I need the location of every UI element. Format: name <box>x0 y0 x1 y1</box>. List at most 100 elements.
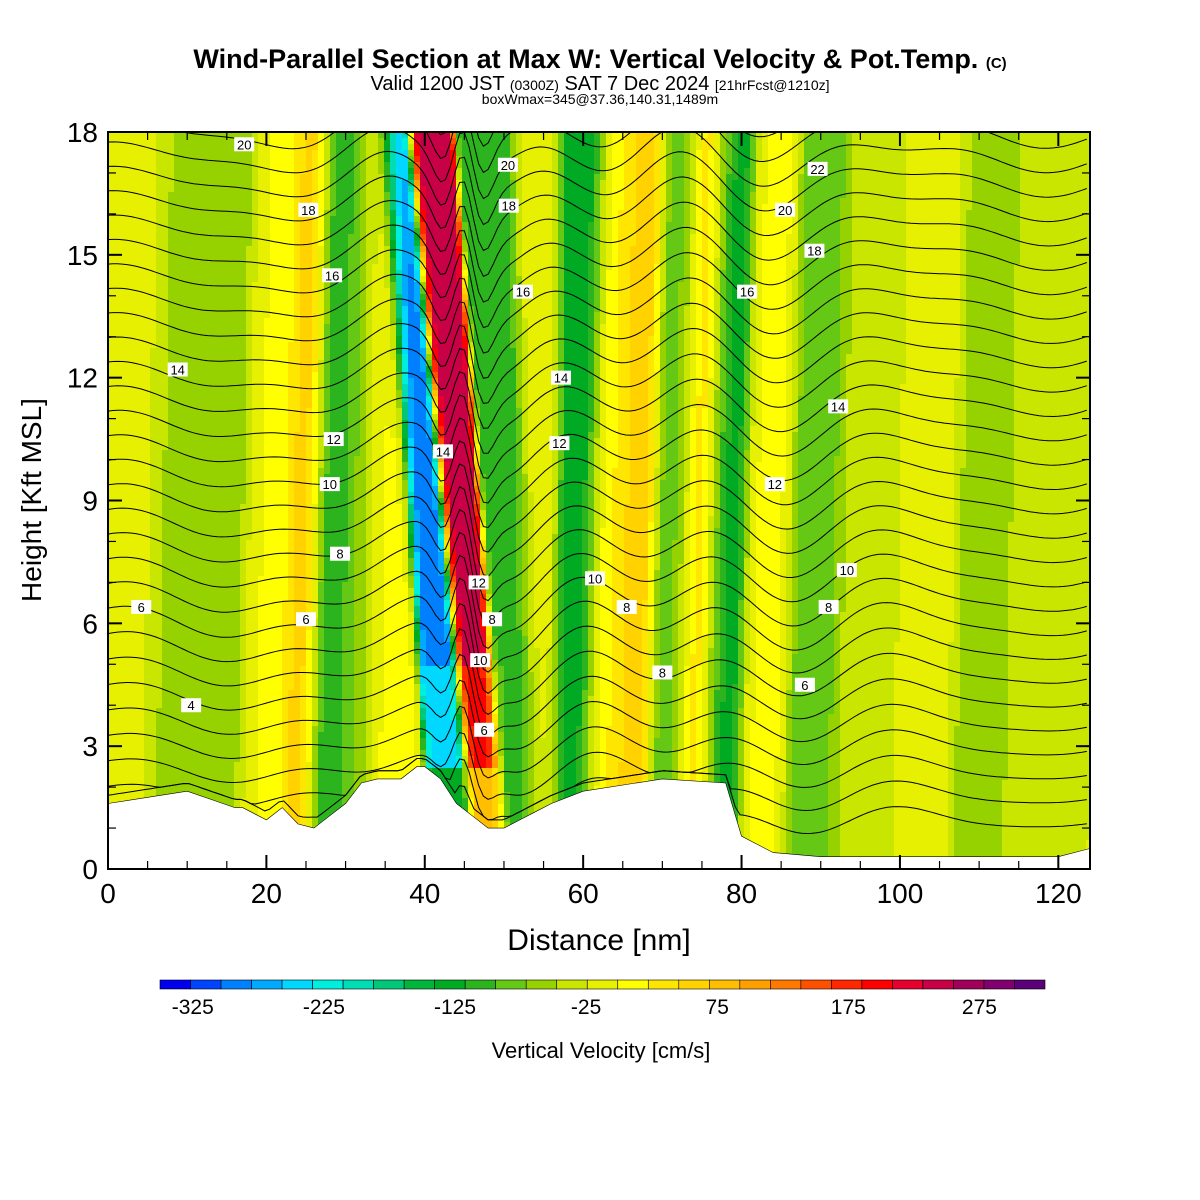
field-cell <box>552 156 559 163</box>
field-cell <box>582 156 589 163</box>
field-cell <box>156 186 163 193</box>
field-cell <box>336 156 343 163</box>
field-cell <box>228 174 235 181</box>
field-cell <box>126 192 133 199</box>
field-cell <box>378 162 385 169</box>
field-cell <box>438 144 445 151</box>
field-cell <box>300 186 307 193</box>
field-cell <box>762 144 769 151</box>
field-cell <box>456 192 463 199</box>
field-cell <box>732 138 739 145</box>
field-cell <box>930 150 937 157</box>
field-cell <box>222 174 229 181</box>
field-cell <box>540 186 547 193</box>
field-cell <box>192 192 199 199</box>
field-cell <box>864 186 871 193</box>
field-cell <box>696 168 703 175</box>
field-cell <box>1044 168 1051 175</box>
field-cell <box>684 156 691 163</box>
field-cell <box>654 180 661 187</box>
field-cell <box>690 168 697 175</box>
field-cell <box>180 186 187 193</box>
field-cell <box>456 144 463 151</box>
field-cell <box>222 144 229 151</box>
field-cell <box>318 144 325 151</box>
field-cell <box>186 198 193 205</box>
field-cell <box>564 180 571 187</box>
field-cell <box>306 150 313 157</box>
field-cell <box>948 186 955 193</box>
field-cell <box>528 156 535 163</box>
field-cell <box>606 174 613 181</box>
field-cell <box>1062 150 1069 157</box>
field-cell <box>942 174 949 181</box>
field-cell <box>186 174 193 181</box>
field-cell <box>624 198 631 205</box>
field-cell <box>858 174 865 181</box>
field-cell <box>276 180 283 187</box>
field-cell <box>288 162 295 169</box>
field-cell <box>126 156 133 163</box>
field-cell <box>192 174 199 181</box>
field-cell <box>114 192 121 199</box>
field-cell <box>1002 150 1009 157</box>
field-cell <box>120 192 127 199</box>
field-cell <box>894 198 901 205</box>
field-cell <box>114 162 121 169</box>
field-cell <box>564 138 571 145</box>
field-cell <box>576 198 583 205</box>
field-cell <box>516 192 523 199</box>
field-cell <box>942 150 949 157</box>
field-cell <box>324 192 331 199</box>
field-cell <box>618 150 625 157</box>
field-cell <box>978 156 985 163</box>
field-cell <box>984 174 991 181</box>
field-cell <box>1080 150 1087 157</box>
field-cell <box>168 192 175 199</box>
field-cell <box>894 162 901 169</box>
field-cell <box>210 150 217 157</box>
field-cell <box>948 162 955 169</box>
field-cell <box>624 144 631 151</box>
field-cell <box>660 138 667 145</box>
field-cell <box>396 180 403 187</box>
field-cell <box>1038 162 1045 169</box>
field-cell <box>234 180 241 187</box>
field-cell <box>708 150 715 157</box>
field-cell <box>402 138 409 145</box>
field-cell <box>762 174 769 181</box>
field-cell <box>720 162 727 169</box>
field-cell <box>846 156 853 163</box>
field-cell <box>330 138 337 145</box>
field-cell <box>732 180 739 187</box>
field-cell <box>486 180 493 187</box>
field-cell <box>204 174 211 181</box>
field-cell <box>804 180 811 187</box>
field-cell <box>432 156 439 163</box>
field-cell <box>1074 144 1081 151</box>
field-cell <box>138 156 145 163</box>
field-cell <box>606 168 613 175</box>
field-cell <box>1068 174 1075 181</box>
field-cell <box>1056 186 1063 193</box>
field-cell <box>150 180 157 187</box>
field-cell <box>714 174 721 181</box>
field-cell <box>1068 156 1075 163</box>
field-cell <box>378 168 385 175</box>
field-cell <box>210 192 217 199</box>
field-cell <box>768 192 775 199</box>
field-cell <box>984 168 991 175</box>
field-cell <box>798 144 805 151</box>
field-cell <box>750 168 757 175</box>
field-cell <box>192 186 199 193</box>
field-cell <box>330 168 337 175</box>
field-cell <box>1032 162 1039 169</box>
field-cell <box>384 144 391 151</box>
field-cell <box>1056 162 1063 169</box>
field-cell <box>666 144 673 151</box>
field-cell <box>612 144 619 151</box>
field-cell <box>678 168 685 175</box>
field-cell <box>600 168 607 175</box>
field-cell <box>906 192 913 199</box>
field-cell <box>870 186 877 193</box>
